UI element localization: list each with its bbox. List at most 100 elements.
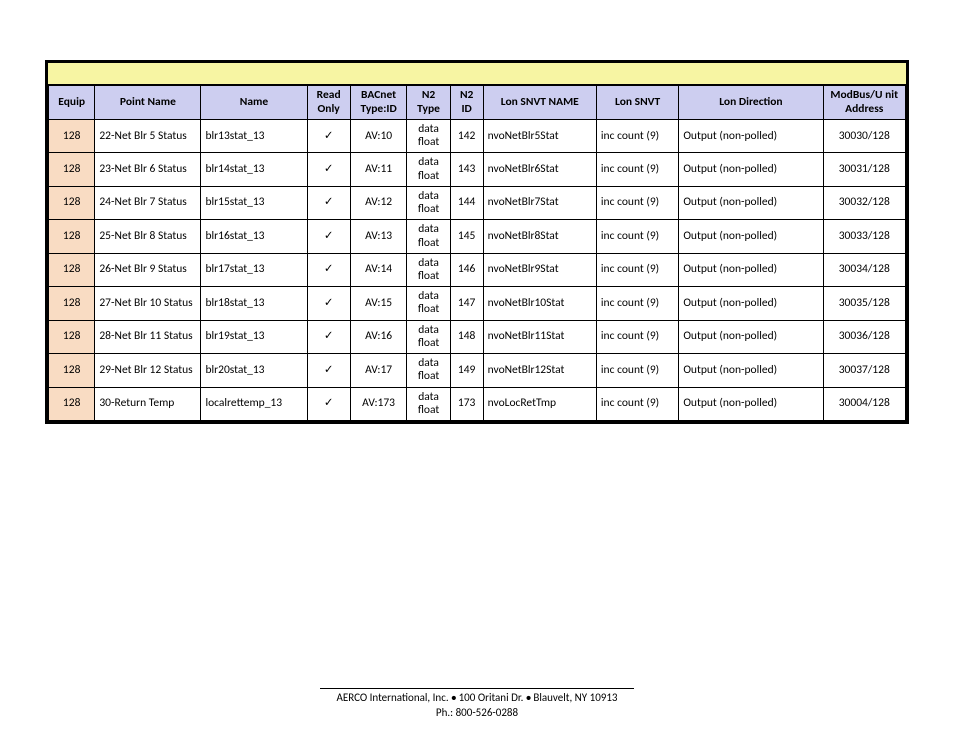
cell-read-only: ✓	[307, 120, 350, 153]
cell-snvt-name: nvoNetBlr10Stat	[483, 287, 596, 320]
cell-modbus: 30037/128	[823, 354, 905, 387]
header-bacnet: BACnet Type:ID	[350, 86, 407, 120]
table-row: 12826-Net Blr 9 Statusblr17stat_13✓AV:14…	[49, 253, 906, 286]
cell-snvt-name: nvoNetBlr5Stat	[483, 120, 596, 153]
cell-read-only: ✓	[307, 220, 350, 253]
cell-equip: 128	[49, 220, 95, 253]
cell-snvt: inc count (9)	[596, 320, 678, 353]
cell-snvt: inc count (9)	[596, 153, 678, 186]
cell-point-name: 26-Net Blr 9 Status	[95, 253, 201, 286]
cell-equip: 128	[49, 354, 95, 387]
cell-name: blr20stat_13	[201, 354, 307, 387]
cell-snvt: inc count (9)	[596, 120, 678, 153]
cell-snvt: inc count (9)	[596, 354, 678, 387]
cell-n2-id: 173	[450, 387, 483, 420]
cell-n2-id: 149	[450, 354, 483, 387]
table-row: 12827-Net Blr 10 Statusblr18stat_13✓AV:1…	[49, 287, 906, 320]
footer-address-2: Blauvelt, NY 10913	[533, 691, 617, 704]
cell-n2-type: data float	[407, 153, 450, 186]
table-row: 12829-Net Blr 12 Statusblr20stat_13✓AV:1…	[49, 354, 906, 387]
header-equip: Equip	[49, 86, 95, 120]
cell-n2-id: 143	[450, 153, 483, 186]
cell-modbus: 30031/128	[823, 153, 905, 186]
cell-point-name: 29-Net Blr 12 Status	[95, 354, 201, 387]
header-n2-id: N2 ID	[450, 86, 483, 120]
cell-snvt: inc count (9)	[596, 220, 678, 253]
cell-bacnet: AV:14	[350, 253, 407, 286]
cell-equip: 128	[49, 253, 95, 286]
cell-n2-type: data float	[407, 320, 450, 353]
cell-bacnet: AV:17	[350, 354, 407, 387]
cell-snvt: inc count (9)	[596, 253, 678, 286]
table-frame: Equip Point Name Name Read Only BACnet T…	[45, 60, 909, 424]
cell-name: blr16stat_13	[201, 220, 307, 253]
header-read-only: Read Only	[307, 86, 350, 120]
table-row: 12828-Net Blr 11 Statusblr19stat_13✓AV:1…	[49, 320, 906, 353]
cell-name: blr14stat_13	[201, 153, 307, 186]
cell-name: blr18stat_13	[201, 287, 307, 320]
cell-snvt-name: nvoNetBlr7Stat	[483, 186, 596, 219]
header-snvt: Lon SNVT	[596, 86, 678, 120]
cell-equip: 128	[49, 186, 95, 219]
cell-n2-type: data float	[407, 354, 450, 387]
cell-n2-id: 148	[450, 320, 483, 353]
cell-direction: Output (non-polled)	[679, 387, 823, 420]
cell-bacnet: AV:11	[350, 153, 407, 186]
table-header: Equip Point Name Name Read Only BACnet T…	[49, 86, 906, 120]
cell-snvt-name: nvoNetBlr11Stat	[483, 320, 596, 353]
cell-equip: 128	[49, 387, 95, 420]
cell-bacnet: AV:10	[350, 120, 407, 153]
cell-snvt: inc count (9)	[596, 287, 678, 320]
cell-direction: Output (non-polled)	[679, 120, 823, 153]
cell-read-only: ✓	[307, 320, 350, 353]
table-row: 12823-Net Blr 6 Statusblr14stat_13✓AV:11…	[49, 153, 906, 186]
header-row: Equip Point Name Name Read Only BACnet T…	[49, 86, 906, 120]
cell-direction: Output (non-polled)	[679, 320, 823, 353]
cell-direction: Output (non-polled)	[679, 253, 823, 286]
cell-modbus: 30033/128	[823, 220, 905, 253]
cell-name: localrettemp_13	[201, 387, 307, 420]
cell-point-name: 28-Net Blr 11 Status	[95, 320, 201, 353]
footer-line-2: Ph.: 800-526-0288	[0, 706, 954, 720]
cell-n2-id: 144	[450, 186, 483, 219]
cell-read-only: ✓	[307, 387, 350, 420]
cell-n2-id: 142	[450, 120, 483, 153]
cell-direction: Output (non-polled)	[679, 220, 823, 253]
cell-direction: Output (non-polled)	[679, 287, 823, 320]
cell-modbus: 30036/128	[823, 320, 905, 353]
table-row: 12822-Net Blr 5 Statusblr13stat_13✓AV:10…	[49, 120, 906, 153]
cell-read-only: ✓	[307, 354, 350, 387]
cell-name: blr15stat_13	[201, 186, 307, 219]
cell-read-only: ✓	[307, 186, 350, 219]
cell-snvt-name: nvoNetBlr12Stat	[483, 354, 596, 387]
cell-name: blr13stat_13	[201, 120, 307, 153]
cell-point-name: 27-Net Blr 10 Status	[95, 287, 201, 320]
cell-n2-type: data float	[407, 253, 450, 286]
cell-modbus: 30032/128	[823, 186, 905, 219]
cell-snvt-name: nvoNetBlr6Stat	[483, 153, 596, 186]
cell-snvt-name: nvoNetBlr8Stat	[483, 220, 596, 253]
table-body: 12822-Net Blr 5 Statusblr13stat_13✓AV:10…	[49, 120, 906, 421]
footer-company: AERCO International, Inc.	[336, 691, 448, 704]
cell-modbus: 30034/128	[823, 253, 905, 286]
page-footer: AERCO International, Inc. ● 100 Oritani …	[0, 688, 954, 720]
cell-n2-id: 145	[450, 220, 483, 253]
footer-rule	[320, 688, 634, 689]
table-row: 12830-Return Templocalrettemp_13✓AV:173d…	[49, 387, 906, 420]
cell-snvt: inc count (9)	[596, 186, 678, 219]
cell-bacnet: AV:12	[350, 186, 407, 219]
cell-n2-id: 146	[450, 253, 483, 286]
cell-point-name: 25-Net Blr 8 Status	[95, 220, 201, 253]
cell-modbus: 30030/128	[823, 120, 905, 153]
yellow-header-bar	[48, 63, 906, 85]
header-snvt-name: Lon SNVT NAME	[483, 86, 596, 120]
cell-point-name: 30-Return Temp	[95, 387, 201, 420]
cell-snvt-name: nvoLocRetTmp	[483, 387, 596, 420]
header-modbus: ModBus/U nit Address	[823, 86, 905, 120]
cell-read-only: ✓	[307, 153, 350, 186]
cell-n2-type: data float	[407, 186, 450, 219]
cell-point-name: 24-Net Blr 7 Status	[95, 186, 201, 219]
bullet-icon: ●	[451, 693, 458, 704]
table-row: 12824-Net Blr 7 Statusblr15stat_13✓AV:12…	[49, 186, 906, 219]
cell-equip: 128	[49, 287, 95, 320]
